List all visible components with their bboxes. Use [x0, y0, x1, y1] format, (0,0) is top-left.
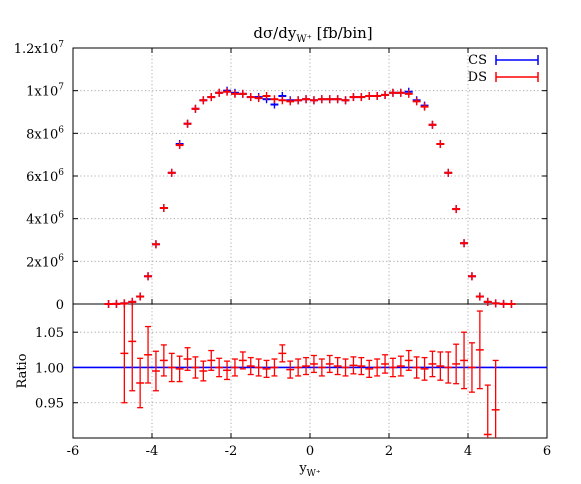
- top-panel-ticks: 0 2x106 4x106 6x106 8x106 1x107 1.2x107: [14, 40, 548, 313]
- bottom-y-tick-label: 1.00: [35, 361, 64, 376]
- top-panel-grid: [73, 48, 547, 304]
- top-y-tick-label: 0: [56, 298, 64, 313]
- x-axis-title: yW⁺: [298, 461, 321, 479]
- chart-title: dσ/dyW⁺ [fb/bin]: [253, 24, 372, 45]
- legend-label-ds: DS: [468, 70, 487, 85]
- x-tick-label: 2: [385, 444, 393, 459]
- x-tick-label: -4: [146, 444, 159, 459]
- top-y-tick-label: 8x106: [26, 125, 64, 142]
- x-tick-label: 4: [464, 444, 472, 459]
- ratio-axis-title: Ratio: [15, 353, 30, 388]
- x-tick-label: 6: [543, 444, 551, 459]
- top-panel-frame: [72, 47, 548, 305]
- bottom-panel-frame: [72, 303, 548, 439]
- bottom-panel-ticks: -6 -4 -2 0 2 4 6 0.95 1.00 1.05: [35, 326, 551, 459]
- top-y-tick-label: 1.2x107: [14, 40, 65, 57]
- x-tick-label: -2: [225, 444, 238, 459]
- top-y-tick-label: 1x107: [26, 83, 64, 100]
- legend: CS DS: [468, 53, 539, 85]
- bottom-panel-grid: [73, 304, 547, 438]
- legend-label-cs: CS: [468, 53, 487, 68]
- top-y-tick-label: 4x106: [26, 211, 64, 228]
- top-y-tick-label: 6x106: [26, 168, 64, 185]
- top-y-tick-label: 2x106: [26, 253, 64, 270]
- top-panel-series: [104, 86, 516, 308]
- x-tick-label: -6: [67, 444, 80, 459]
- bottom-y-tick-label: 0.95: [35, 397, 64, 412]
- bottom-y-tick-label: 1.05: [35, 326, 64, 341]
- x-tick-label: 0: [306, 444, 314, 459]
- bottom-panel-series: [120, 303, 500, 438]
